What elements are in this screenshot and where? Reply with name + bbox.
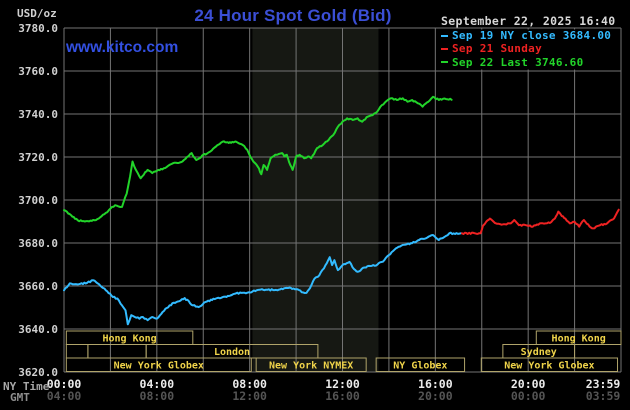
x-tick-gmt: 00:00 bbox=[511, 389, 546, 403]
x-tick-gmt: 04:00 bbox=[47, 389, 82, 403]
legend-item-sunday: Sep 21 Sunday bbox=[441, 42, 611, 55]
x-tick-gmt: 12:00 bbox=[232, 389, 267, 403]
x-tick-ny-time: 20:00 bbox=[511, 377, 546, 391]
legend-background bbox=[437, 29, 621, 70]
x-tick-ny-time: 23:59 bbox=[586, 377, 621, 391]
red-line-marker-icon bbox=[441, 47, 448, 50]
x-tick-ny-time: 00:00 bbox=[47, 377, 82, 391]
kitco-watermark-link[interactable]: www.kitco.com bbox=[66, 39, 179, 56]
session-label: Sydney bbox=[521, 347, 557, 358]
session-label: New York Globex bbox=[504, 361, 594, 372]
legend: Sep 19 NY close 3684.00 Sep 21 Sunday Se… bbox=[441, 29, 611, 69]
y-axis-unit-label: USD/oz bbox=[17, 7, 57, 20]
y-tick-label: 3740.0 bbox=[18, 108, 58, 121]
session-box bbox=[65, 344, 89, 359]
session-box bbox=[375, 357, 466, 372]
session-label: Hong Kong bbox=[102, 334, 156, 345]
session-box bbox=[535, 330, 622, 345]
series-line-sep-21-sunday bbox=[461, 208, 620, 235]
y-tick-label: 3660.0 bbox=[18, 280, 58, 293]
session-box bbox=[255, 357, 367, 372]
session-label: Hong Kong bbox=[552, 334, 606, 345]
x-axis-ny-time-label: NY Time bbox=[3, 380, 50, 393]
y-tick-label: 3780.0 bbox=[18, 22, 58, 35]
x-tick-gmt: 08:00 bbox=[140, 389, 175, 403]
y-tick-label: 3620.0 bbox=[18, 366, 58, 379]
x-tick-ny-time: 08:00 bbox=[232, 377, 267, 391]
session-label: New York NYMEX bbox=[269, 361, 353, 372]
session-label: London bbox=[214, 347, 250, 358]
y-tick-label: 3700.0 bbox=[18, 194, 58, 207]
legend-item-label: Sep 22 Last 3746.60 bbox=[452, 55, 584, 69]
x-tick-ny-time: 12:00 bbox=[325, 377, 360, 391]
session-box bbox=[87, 344, 147, 359]
legend-item-last: Sep 22 Last 3746.60 bbox=[441, 56, 611, 69]
legend-item-label: Sep 21 Sunday bbox=[452, 42, 542, 56]
legend-item-label: Sep 19 NY close 3684.00 bbox=[452, 29, 612, 43]
y-tick-label: 3680.0 bbox=[18, 237, 58, 250]
y-tick-label: 3760.0 bbox=[18, 65, 58, 78]
cyan-line-marker-icon bbox=[441, 34, 448, 37]
x-tick-gmt: 03:59 bbox=[586, 389, 621, 403]
page-title: 24 Hour Spot Gold (Bid) bbox=[194, 6, 392, 25]
x-axis-gmt-label: GMT bbox=[10, 391, 30, 404]
legend-item-prev-close: Sep 19 NY close 3684.00 bbox=[441, 29, 611, 42]
chart-timestamp: September 22, 2025 16:40 bbox=[441, 14, 616, 28]
session-label: New York Globex bbox=[114, 361, 204, 372]
y-tick-label: 3640.0 bbox=[18, 323, 58, 336]
y-tick-label: 3720.0 bbox=[18, 151, 58, 164]
session-box bbox=[480, 357, 619, 372]
x-tick-ny-time: 16:00 bbox=[418, 377, 453, 391]
session-label: NY Globex bbox=[393, 361, 447, 372]
series-line-sep-22-last-3746-60 bbox=[63, 95, 453, 223]
x-tick-gmt: 20:00 bbox=[418, 389, 453, 403]
green-line-marker-icon bbox=[441, 61, 448, 64]
x-tick-ny-time: 04:00 bbox=[140, 377, 175, 391]
session-box bbox=[65, 357, 252, 372]
series-line-sep-19-ny-close-3684-00 bbox=[63, 231, 462, 326]
x-tick-gmt: 16:00 bbox=[325, 389, 360, 403]
